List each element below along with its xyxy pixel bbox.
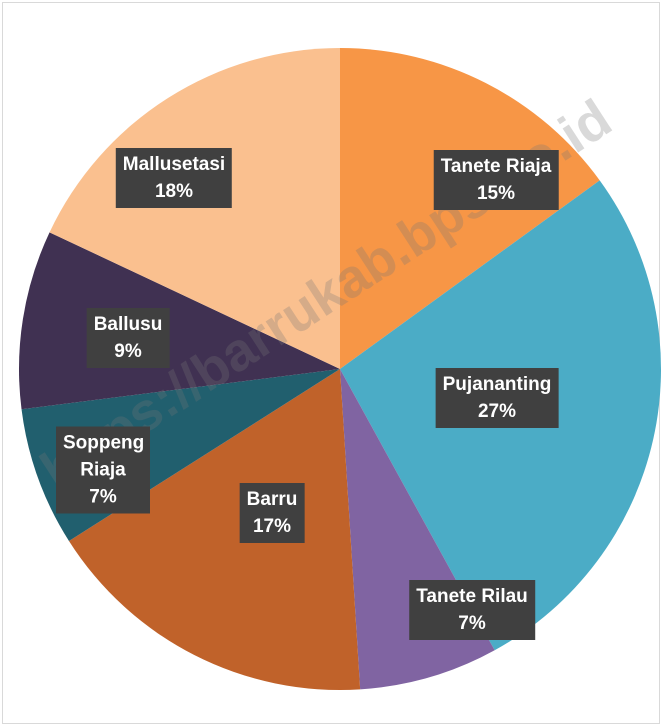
value-label: 27%: [477, 401, 517, 422]
data-label: Barru 17%: [239, 483, 305, 543]
category-name: Tanete Riaja: [440, 156, 552, 177]
data-label: Soppeng Riaja 7%: [56, 426, 150, 514]
pie-slice: [68, 369, 361, 690]
category-name: Barru: [246, 489, 298, 510]
category-name: Ballusu: [93, 314, 163, 335]
data-label: Ballusu 9%: [86, 308, 170, 368]
value-label: 15%: [476, 183, 516, 204]
data-label: Tanete Rilau 7%: [409, 580, 535, 640]
value-label: 18%: [154, 181, 194, 202]
value-label: 9%: [114, 341, 142, 362]
category-name: Pujananting: [442, 374, 552, 395]
data-label: Tanete Riaja 15%: [433, 150, 559, 210]
data-label: Pujananting 27%: [435, 368, 559, 428]
category-name: Soppeng Riaja: [63, 432, 145, 481]
category-name: Tanete Rilau: [416, 586, 528, 607]
value-label: 7%: [458, 613, 486, 634]
data-label: Mallusetasi 18%: [115, 148, 233, 208]
value-label: 7%: [89, 486, 117, 508]
category-name: Mallusetasi: [122, 154, 226, 175]
pie-slice: [49, 48, 341, 369]
value-label: 17%: [252, 516, 292, 537]
